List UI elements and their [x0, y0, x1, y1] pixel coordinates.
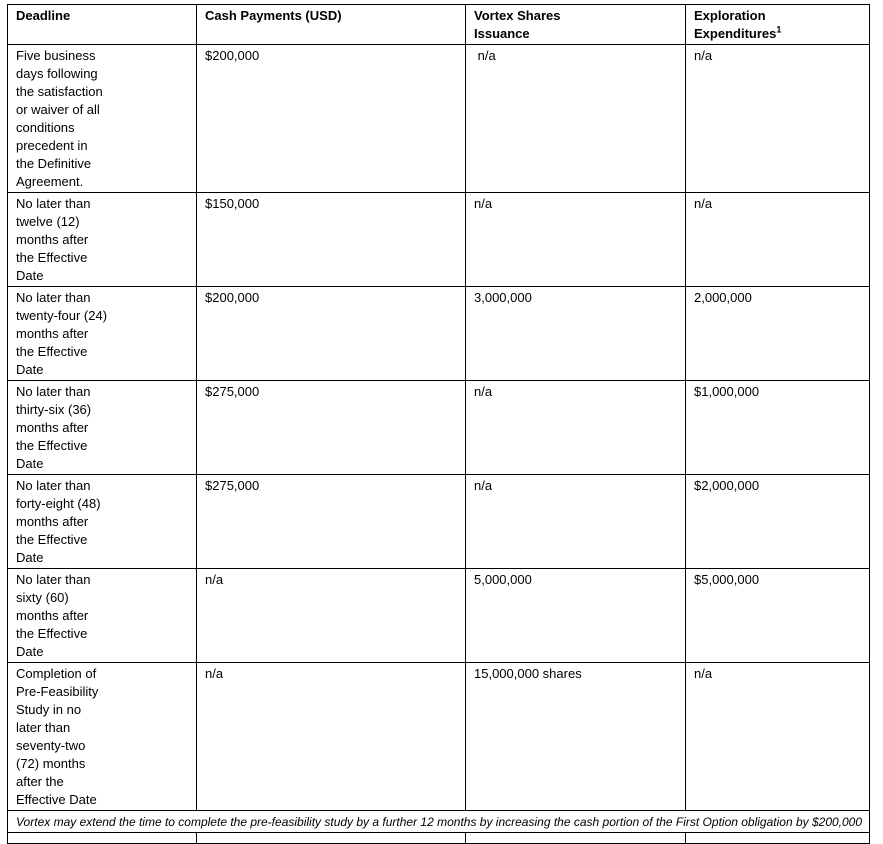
cell-exploration-expenditures: 2,000,000 [685, 286, 870, 381]
cell-exploration-expenditures: $5,000,000 [685, 568, 870, 663]
cell-cash-payment: $200,000 [196, 286, 466, 381]
footnote-row: Vortex may extend the time to complete t… [7, 810, 870, 833]
payment-schedule-table-wrap: Deadline Cash Payments (USD) Vortex Shar… [7, 4, 883, 844]
table-row: Five business days following the satisfa… [7, 44, 870, 193]
cell-deadline: No later than twelve (12) months after t… [7, 192, 197, 287]
cell-exploration-expenditures: $2,000,000 [685, 474, 870, 569]
cell-exploration-expenditures: n/a [685, 192, 870, 287]
cell-cash-payment: n/a [196, 662, 466, 811]
cell-deadline: No later than sixty (60) months after th… [7, 568, 197, 663]
cropped-next-row [7, 832, 870, 844]
cell-exploration-expenditures: $1,000,000 [685, 380, 870, 475]
header-cell-deadline: Deadline [7, 4, 197, 45]
cell-deadline: No later than forty-eight (48) months af… [7, 474, 197, 569]
cell-deadline: Five business days following the satisfa… [7, 44, 197, 193]
header-row: Deadline Cash Payments (USD) Vortex Shar… [7, 4, 870, 45]
cell-cash-payment: $275,000 [196, 380, 466, 475]
cell-exploration-expenditures: n/a [685, 44, 870, 193]
table-row: No later than forty-eight (48) months af… [7, 474, 870, 569]
exploration-footnote-marker: 1 [776, 24, 782, 35]
table-row: No later than twenty-four (24) months af… [7, 286, 870, 381]
table-row: Completion of Pre-Feasibility Study in n… [7, 662, 870, 811]
cell-exploration-expenditures: n/a [685, 662, 870, 811]
cropped-cell [196, 832, 466, 844]
cell-vortex-shares: n/a [465, 192, 686, 287]
cell-vortex-shares: n/a [465, 44, 686, 193]
cell-deadline: No later than twenty-four (24) months af… [7, 286, 197, 381]
header-cell-exploration: Exploration Expenditures1 [685, 4, 870, 45]
cropped-cell [465, 832, 686, 844]
table-row: No later than twelve (12) months after t… [7, 192, 870, 287]
header-cell-cash-payments: Cash Payments (USD) [196, 4, 466, 45]
cell-cash-payment: n/a [196, 568, 466, 663]
table-row: No later than thirty-six (36) months aft… [7, 380, 870, 475]
header-exploration-label: Exploration Expenditures [694, 8, 777, 41]
cell-vortex-shares: 3,000,000 [465, 286, 686, 381]
header-cell-vortex-shares: Vortex Shares Issuance [465, 4, 686, 45]
cropped-cell [7, 832, 197, 844]
cell-cash-payment: $200,000 [196, 44, 466, 193]
footnote-text: Vortex may extend the time to complete t… [7, 810, 870, 833]
payment-schedule-table: Deadline Cash Payments (USD) Vortex Shar… [7, 4, 870, 844]
cell-deadline: Completion of Pre-Feasibility Study in n… [7, 662, 197, 811]
cropped-cell [685, 832, 870, 844]
table-row: No later than sixty (60) months after th… [7, 568, 870, 663]
cell-cash-payment: $150,000 [196, 192, 466, 287]
cell-cash-payment: $275,000 [196, 474, 466, 569]
cell-vortex-shares: n/a [465, 380, 686, 475]
cell-vortex-shares: 15,000,000 shares [465, 662, 686, 811]
cell-vortex-shares: 5,000,000 [465, 568, 686, 663]
cell-vortex-shares: n/a [465, 474, 686, 569]
cell-deadline: No later than thirty-six (36) months aft… [7, 380, 197, 475]
